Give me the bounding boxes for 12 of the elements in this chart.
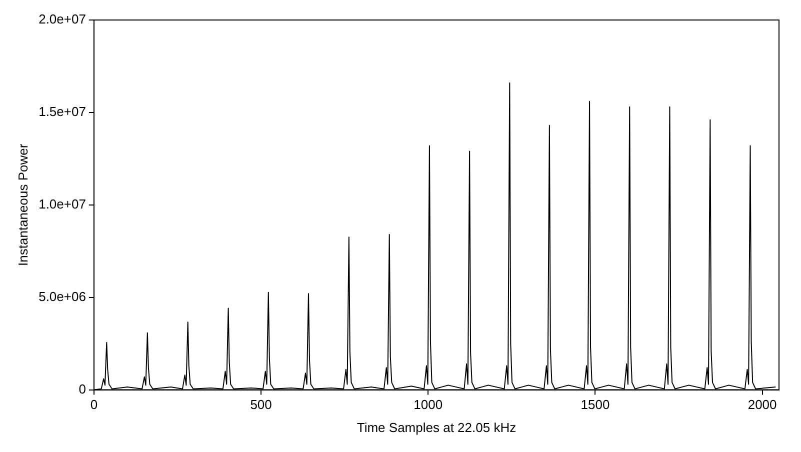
x-tick-label: 1000 <box>414 397 443 412</box>
y-tick-label: 5.0e+06 <box>38 288 86 304</box>
x-tick-label: 500 <box>250 397 272 412</box>
x-tick-label: 0 <box>90 397 98 412</box>
y-tick-label: 1.5e+07 <box>38 104 86 120</box>
y-tick-label: 0 <box>78 381 86 396</box>
y-tick-label: 1.0e+07 <box>38 196 86 212</box>
y-tick-label: 2.0e+07 <box>38 12 86 27</box>
y-axis-title: Instantaneous Power <box>15 143 30 266</box>
x-tick-label: 2000 <box>748 397 777 412</box>
x-tick-label: 1500 <box>580 397 610 412</box>
x-axis-title: Time Samples at 22.05 kHz <box>356 420 516 435</box>
